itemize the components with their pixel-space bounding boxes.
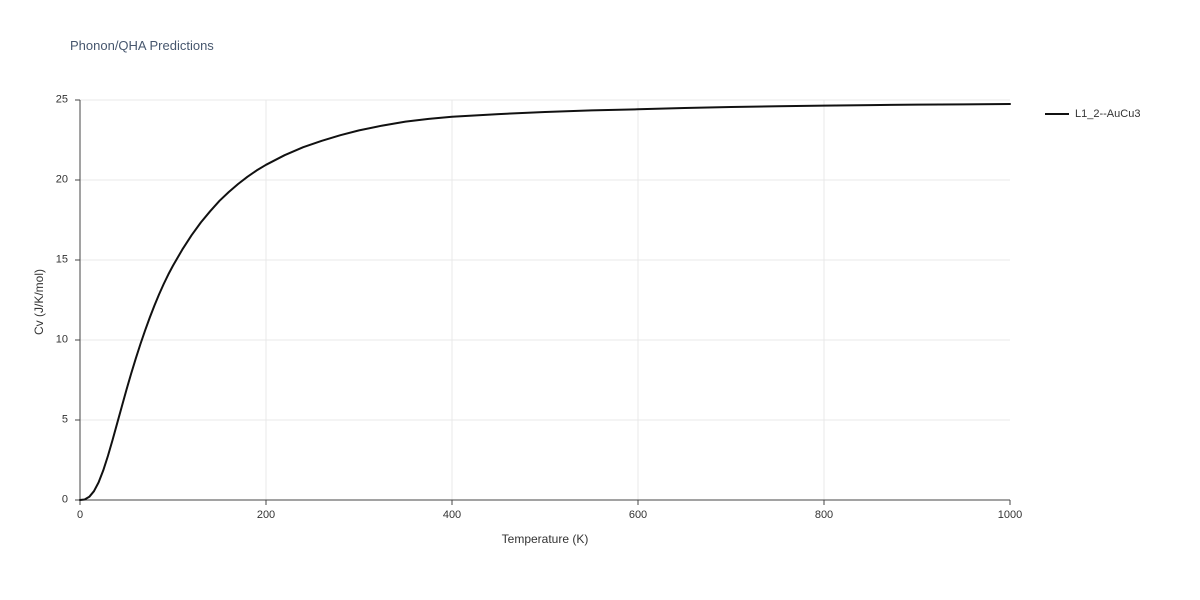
x-tick-label: 400 xyxy=(443,510,461,521)
x-tick-label: 0 xyxy=(77,510,83,521)
y-tick-label: 15 xyxy=(56,255,68,266)
x-tick-label: 600 xyxy=(629,510,647,521)
legend: L1_2--AuCu3 xyxy=(1045,108,1140,120)
x-tick-label: 200 xyxy=(257,510,275,521)
y-tick-label: 0 xyxy=(62,495,68,506)
y-tick-label: 25 xyxy=(56,95,68,106)
chart-container: Phonon/QHA Predictions Cv (J/K/mol) Temp… xyxy=(0,0,1200,600)
series-line xyxy=(80,104,1010,500)
y-tick-label: 10 xyxy=(56,335,68,346)
x-tick-label: 800 xyxy=(815,510,833,521)
y-axis-label: Cv (J/K/mol) xyxy=(32,269,46,335)
x-tick-label: 1000 xyxy=(998,510,1022,521)
legend-swatch xyxy=(1045,113,1069,115)
y-tick-label: 5 xyxy=(62,415,68,426)
y-tick-label: 20 xyxy=(56,175,68,186)
legend-label: L1_2--AuCu3 xyxy=(1075,108,1140,120)
x-axis-label: Temperature (K) xyxy=(502,532,589,546)
